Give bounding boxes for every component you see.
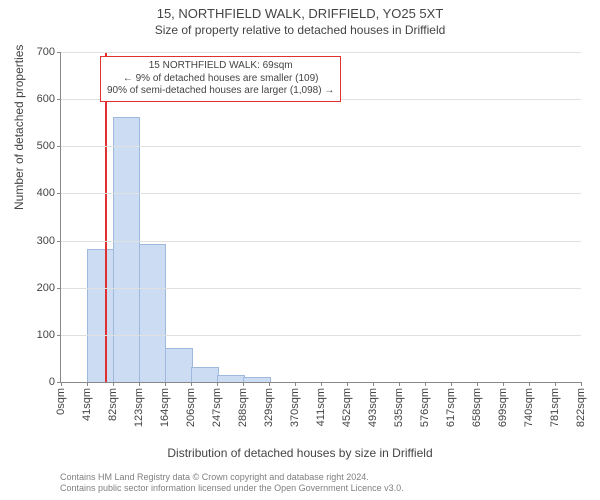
x-tick bbox=[139, 382, 140, 386]
x-tick-label: 658sqm bbox=[471, 388, 483, 427]
x-tick-label: 41sqm bbox=[81, 388, 93, 421]
histogram-bar bbox=[217, 375, 244, 382]
x-tick bbox=[503, 382, 504, 386]
x-tick bbox=[425, 382, 426, 386]
x-tick-label: 329sqm bbox=[263, 388, 275, 427]
x-tick-label: 617sqm bbox=[445, 388, 457, 427]
x-tick bbox=[217, 382, 218, 386]
grid-line bbox=[61, 335, 581, 336]
x-tick-label: 82sqm bbox=[107, 388, 119, 421]
x-tick-label: 411sqm bbox=[315, 388, 327, 426]
y-tick bbox=[57, 99, 61, 100]
page-title: 15, NORTHFIELD WALK, DRIFFIELD, YO25 5XT bbox=[0, 0, 600, 21]
grid-line bbox=[61, 193, 581, 194]
x-tick-label: 206sqm bbox=[185, 388, 197, 427]
x-tick-label: 576sqm bbox=[419, 388, 431, 427]
x-tick bbox=[321, 382, 322, 386]
x-tick-label: 123sqm bbox=[133, 388, 145, 427]
annotation-line-1: 15 NORTHFIELD WALK: 69sqm bbox=[107, 60, 334, 73]
grid-line bbox=[61, 146, 581, 147]
x-tick-label: 493sqm bbox=[367, 388, 379, 427]
y-tick bbox=[57, 288, 61, 289]
x-tick-label: 822sqm bbox=[575, 388, 587, 427]
y-tick-label: 500 bbox=[37, 140, 55, 152]
y-tick-label: 400 bbox=[37, 187, 55, 199]
y-tick bbox=[57, 52, 61, 53]
x-tick bbox=[581, 382, 582, 386]
y-tick-label: 200 bbox=[37, 282, 55, 294]
x-tick-label: 0sqm bbox=[55, 388, 67, 415]
y-tick bbox=[57, 193, 61, 194]
y-tick bbox=[57, 146, 61, 147]
x-tick bbox=[191, 382, 192, 386]
footer-line-2: Contains public sector information licen… bbox=[60, 483, 404, 494]
y-tick-label: 100 bbox=[37, 329, 55, 341]
x-tick-label: 247sqm bbox=[211, 388, 223, 427]
histogram-bar bbox=[87, 249, 114, 382]
y-tick bbox=[57, 241, 61, 242]
x-tick bbox=[347, 382, 348, 386]
x-tick-label: 535sqm bbox=[393, 388, 405, 427]
highlight-line bbox=[105, 52, 107, 382]
histogram-bar bbox=[165, 348, 193, 382]
y-axis-label: Number of detached properties bbox=[12, 45, 26, 210]
x-tick bbox=[555, 382, 556, 386]
x-tick-label: 288sqm bbox=[237, 388, 249, 427]
histogram-bar bbox=[113, 117, 140, 382]
x-tick-label: 740sqm bbox=[523, 388, 535, 427]
x-tick-label: 781sqm bbox=[549, 388, 561, 427]
histogram-bar bbox=[191, 367, 218, 382]
x-tick bbox=[113, 382, 114, 386]
annotation-line-3: 90% of semi-detached houses are larger (… bbox=[107, 85, 334, 98]
x-tick-label: 452sqm bbox=[341, 388, 353, 427]
x-tick-label: 370sqm bbox=[289, 388, 301, 427]
x-axis-label: Distribution of detached houses by size … bbox=[0, 446, 600, 460]
annotation-line-2: ← 9% of detached houses are smaller (109… bbox=[107, 73, 334, 86]
x-tick bbox=[243, 382, 244, 386]
histogram-bar bbox=[139, 244, 166, 382]
x-tick bbox=[269, 382, 270, 386]
y-tick bbox=[57, 335, 61, 336]
page-root: 15, NORTHFIELD WALK, DRIFFIELD, YO25 5XT… bbox=[0, 0, 600, 500]
x-tick bbox=[373, 382, 374, 386]
x-tick bbox=[61, 382, 62, 386]
x-tick bbox=[295, 382, 296, 386]
chart-plot-area: 01002003004005006007000sqm41sqm82sqm123s… bbox=[60, 52, 581, 383]
grid-line bbox=[61, 288, 581, 289]
x-tick bbox=[451, 382, 452, 386]
x-tick bbox=[477, 382, 478, 386]
x-tick bbox=[399, 382, 400, 386]
x-tick-label: 699sqm bbox=[497, 388, 509, 427]
x-tick bbox=[529, 382, 530, 386]
y-tick-label: 600 bbox=[37, 93, 55, 105]
grid-line bbox=[61, 241, 581, 242]
bars-layer bbox=[61, 52, 581, 382]
grid-line bbox=[61, 52, 581, 53]
y-tick-label: 300 bbox=[37, 235, 55, 247]
footer-line-1: Contains HM Land Registry data © Crown c… bbox=[60, 472, 404, 483]
x-tick bbox=[165, 382, 166, 386]
x-tick-label: 164sqm bbox=[159, 388, 171, 427]
histogram-bar bbox=[243, 377, 270, 382]
y-tick-label: 700 bbox=[37, 46, 55, 58]
y-tick-label: 0 bbox=[49, 376, 55, 388]
footer-attribution: Contains HM Land Registry data © Crown c… bbox=[60, 472, 404, 494]
page-subtitle: Size of property relative to detached ho… bbox=[0, 21, 600, 37]
annotation-box: 15 NORTHFIELD WALK: 69sqm ← 9% of detach… bbox=[100, 56, 341, 102]
x-tick bbox=[87, 382, 88, 386]
